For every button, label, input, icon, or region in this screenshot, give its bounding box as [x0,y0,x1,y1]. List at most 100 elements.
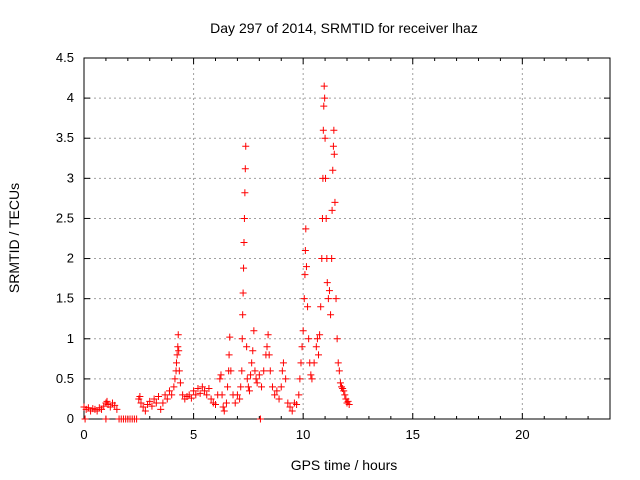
data-point [163,395,171,403]
data-point [226,333,234,341]
data-point [345,401,353,409]
data-point [250,327,258,335]
data-point [324,295,332,303]
data-point [219,403,227,411]
data-point [344,397,352,405]
data-point [308,375,316,383]
data-point [243,375,251,383]
data-point [187,394,195,402]
data-point [341,391,349,399]
data-point [298,343,306,351]
data-point [238,335,246,343]
data-point [328,255,336,263]
data-point [224,383,232,391]
data-point [273,387,281,395]
data-point [240,264,248,272]
data-point [300,295,308,303]
data-point [242,142,250,150]
data-point [316,331,324,339]
data-point [244,383,252,391]
data-point [321,94,329,102]
data-point [286,403,294,411]
plot-frame [83,57,611,420]
data-point [305,335,313,343]
data-point [102,415,110,423]
data-point [295,391,303,399]
data-point [248,359,256,367]
data-point [172,359,180,367]
data-point [334,359,342,367]
data-point [320,102,328,110]
data-point [330,150,338,158]
data-point [328,206,336,214]
data-point [247,371,255,379]
y-tick-label: 0.5 [56,371,74,386]
data-point [315,351,323,359]
data-point [155,393,163,401]
x-tick-label: 5 [190,427,197,442]
data-point [271,391,279,399]
data-point [297,359,305,367]
y-tick-label: 0 [67,411,74,426]
data-point [331,198,339,206]
data-point [141,407,149,415]
data-point [179,391,187,399]
data-point [312,343,320,351]
data-point [241,165,249,173]
data-point [243,343,251,351]
data-point [336,379,344,387]
data-point [332,295,340,303]
data-point [174,343,182,351]
data-point [190,387,198,395]
data-point [203,391,211,399]
data-point [329,166,337,174]
y-tick-label: 1.5 [56,291,74,306]
data-point [282,375,290,383]
data-point [310,359,318,367]
data-point [264,331,272,339]
data-point [278,367,286,375]
y-axis-label: SRMTID / TECUs [6,183,22,293]
y-tick-label: 4.5 [56,50,74,65]
data-point [239,311,247,319]
data-point [322,174,330,182]
data-point [277,383,285,391]
grid-layer [84,58,610,419]
data-point [175,367,183,375]
data-point [249,347,257,355]
data-point [111,401,119,409]
data-point [168,391,176,399]
data-point [207,395,215,403]
data-point [255,371,263,379]
data-point [136,393,144,401]
data-point [216,375,224,383]
data-point [296,375,304,383]
data-point [240,239,248,247]
data-point [301,271,309,279]
data-point [253,379,261,387]
y-tick-label: 3.5 [56,130,74,145]
data-point [170,383,178,391]
x-tick-label: 10 [296,427,310,442]
data-point [176,379,184,387]
y-tick-label: 2 [67,251,74,266]
data-point [139,403,147,411]
data-point [227,367,235,375]
data-point [157,405,165,413]
data-point [137,399,145,407]
data-point [150,395,158,403]
point-layer [80,82,353,423]
data-point [321,134,329,142]
data-point [320,82,328,90]
data-point [301,247,309,255]
x-tick-label: 15 [406,427,420,442]
data-point [175,347,183,355]
data-point [222,399,230,407]
data-point [268,383,276,391]
data-point [220,407,228,415]
data-point [288,407,296,415]
data-point [106,403,114,411]
data-point [323,279,331,287]
data-point [231,399,239,407]
